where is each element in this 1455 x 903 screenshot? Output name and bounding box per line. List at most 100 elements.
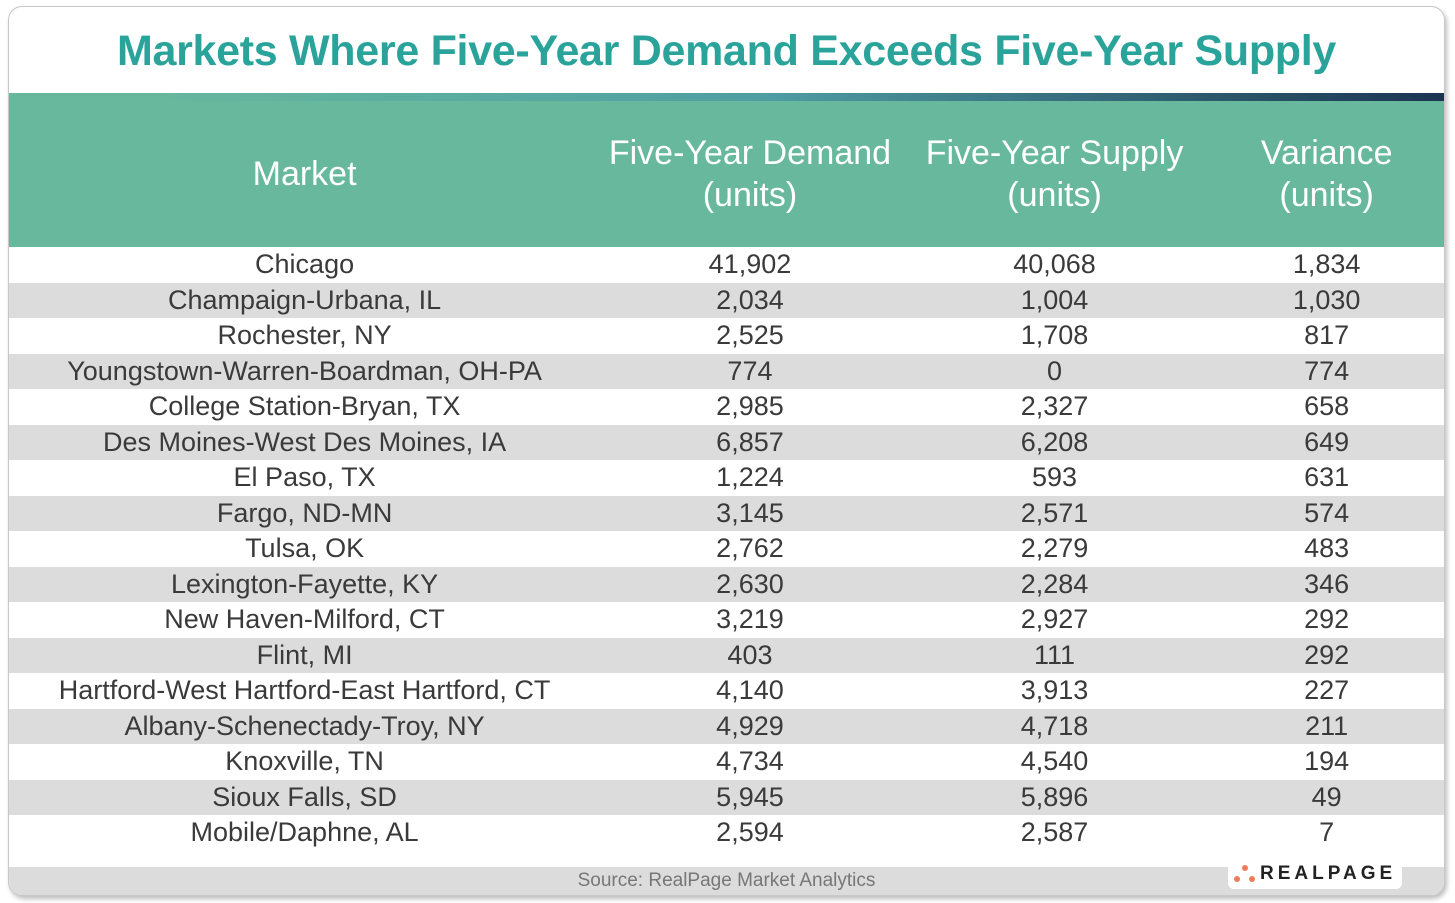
variance-cell: 1,030 (1292, 284, 1361, 315)
supply-cell: 6,208 (1020, 426, 1089, 457)
demand-cell: 1,224 (716, 462, 784, 493)
column-header: Five-Year Supply (units) (900, 132, 1210, 216)
table-row: Hartford-West Hartford-East Hartford, CT… (9, 673, 1444, 709)
market-cell: Tulsa, OK (245, 533, 365, 564)
table-card: Markets Where Five-Year Demand Exceeds F… (8, 6, 1445, 896)
demand-cell: 4,929 (716, 710, 784, 741)
variance-cell: 227 (1304, 675, 1350, 706)
table-row: Albany-Schenectady-Troy, NY 4,929 4,718 211 (9, 708, 1444, 744)
source-note: Source: RealPage Market Analytics (577, 870, 876, 891)
supply-cell: 4,718 (1020, 710, 1089, 741)
demand-cell: 4,140 (716, 675, 784, 706)
table-row: Tulsa, OK 2,762 2,279 483 (9, 531, 1444, 567)
market-cell: Chicago (255, 249, 355, 280)
supply-cell: 1,004 (1020, 284, 1089, 315)
logo-dots-icon (1234, 865, 1256, 883)
demand-cell: 2,594 (716, 817, 784, 848)
market-cell: Sioux Falls, SD (212, 781, 397, 812)
supply-cell: 1,708 (1020, 320, 1089, 351)
gradient-bar (9, 93, 1444, 101)
variance-cell: 574 (1304, 497, 1350, 528)
supply-cell: 4,540 (1020, 746, 1089, 777)
variance-cell: 631 (1304, 462, 1350, 493)
table-row: Des Moines-West Des Moines, IA 6,857 6,208… (9, 424, 1444, 460)
market-cell: College Station-Bryan, TX (148, 391, 461, 422)
demand-cell: 3,219 (716, 604, 784, 635)
variance-cell: 658 (1304, 391, 1350, 422)
demand-cell: 5,945 (716, 781, 784, 812)
column-header: Variance (units) (1209, 132, 1444, 216)
table-row: El Paso, TX 1,224 593 631 (9, 460, 1444, 496)
supply-cell: 40,068 (1013, 249, 1096, 280)
demand-cell: 4,734 (716, 746, 784, 777)
variance-cell: 1,834 (1292, 249, 1361, 280)
column-header-line: Five-Year Demand (608, 134, 892, 172)
variance-cell: 49 (1311, 781, 1342, 812)
demand-cell: 2,762 (716, 533, 784, 564)
table-row: New Haven-Milford, CT 3,219 2,927 292 (9, 602, 1444, 638)
variance-cell: 211 (1305, 710, 1349, 741)
footer: Source: RealPage Market Analytics (9, 867, 1444, 895)
column-header-line: (units) (1007, 176, 1102, 214)
supply-cell: 5,896 (1020, 781, 1089, 812)
column-header-line: (units) (1279, 176, 1374, 214)
demand-cell: 3,145 (716, 497, 784, 528)
column-header-line: Variance (1260, 134, 1393, 172)
supply-cell: 2,571 (1020, 497, 1089, 528)
column-header-line: Five-Year Supply (925, 134, 1184, 172)
table-row: Youngstown-Warren-Boardman, OH-PA 774 0 774 (9, 353, 1444, 389)
market-cell: El Paso, TX (233, 462, 376, 493)
page-title: Markets Where Five-Year Demand Exceeds F… (116, 27, 1337, 75)
table-row: Knoxville, TN 4,734 4,540 194 (9, 744, 1444, 780)
supply-cell: 2,927 (1020, 604, 1089, 635)
market-cell: New Haven-Milford, CT (164, 604, 445, 635)
column-header-line: Market (252, 155, 357, 193)
supply-cell: 593 (1032, 462, 1078, 493)
market-cell: Hartford-West Hartford-East Hartford, CT (58, 675, 551, 706)
variance-cell: 649 (1304, 426, 1350, 457)
table-row: Mobile/Daphne, AL 2,594 2,587 7 (9, 815, 1444, 851)
market-cell: Flint, MI (256, 639, 353, 670)
variance-cell: 346 (1304, 568, 1350, 599)
market-cell: Albany-Schenectady-Troy, NY (124, 710, 485, 741)
table-row: Flint, MI 403 111 292 (9, 637, 1444, 673)
table-row: Fargo, ND-MN 3,145 2,571 574 (9, 495, 1444, 531)
market-cell: Knoxville, TN (225, 746, 384, 777)
column-header-line: (units) (702, 176, 798, 214)
demand-cell: 2,034 (716, 284, 784, 315)
variance-cell: 817 (1304, 320, 1350, 351)
demand-cell: 2,985 (716, 391, 784, 422)
demand-cell: 2,630 (716, 568, 784, 599)
supply-cell: 0 (1047, 355, 1063, 386)
market-cell: Rochester, NY (217, 320, 392, 351)
supply-cell: 2,327 (1020, 391, 1089, 422)
table-header: Market Five-Year Demand (units) Five-Year S… (9, 101, 1444, 247)
supply-cell: 2,284 (1020, 568, 1089, 599)
variance-cell: 292 (1304, 604, 1350, 635)
market-cell: Lexington-Fayette, KY (171, 568, 439, 599)
supply-cell: 3,913 (1020, 675, 1089, 706)
table-body: Chicago 41,902 40,068 1,834 Champaign-Urbana… (9, 247, 1444, 851)
table-row: College Station-Bryan, TX 2,985 2,327 658 (9, 389, 1444, 425)
variance-cell: 7 (1319, 817, 1335, 848)
column-header: Five-Year Demand (units) (600, 132, 900, 216)
logo-text: REALPAGE (1260, 863, 1397, 884)
variance-cell: 483 (1304, 533, 1350, 564)
demand-cell: 6,857 (716, 426, 784, 457)
table-row: Sioux Falls, SD 5,945 5,896 49 (9, 779, 1444, 815)
table-row: Lexington-Fayette, KY 2,630 2,284 346 (9, 566, 1444, 602)
table-row: Champaign-Urbana, IL 2,034 1,004 1,030 (9, 282, 1444, 318)
variance-cell: 194 (1304, 746, 1350, 777)
demand-cell: 2,525 (716, 320, 784, 351)
demand-cell: 403 (727, 639, 773, 670)
demand-cell: 41,902 (708, 249, 792, 280)
demand-cell: 774 (727, 355, 773, 386)
market-cell: Champaign-Urbana, IL (168, 284, 442, 315)
supply-cell: 2,587 (1020, 817, 1089, 848)
variance-cell: 292 (1304, 639, 1350, 670)
market-cell: Fargo, ND-MN (216, 497, 393, 528)
realpage-logo: REALPAGE (1228, 859, 1402, 889)
market-cell: Youngstown-Warren-Boardman, OH-PA (67, 355, 542, 386)
variance-cell: 774 (1304, 355, 1350, 386)
table-row: Rochester, NY 2,525 1,708 817 (9, 318, 1444, 354)
